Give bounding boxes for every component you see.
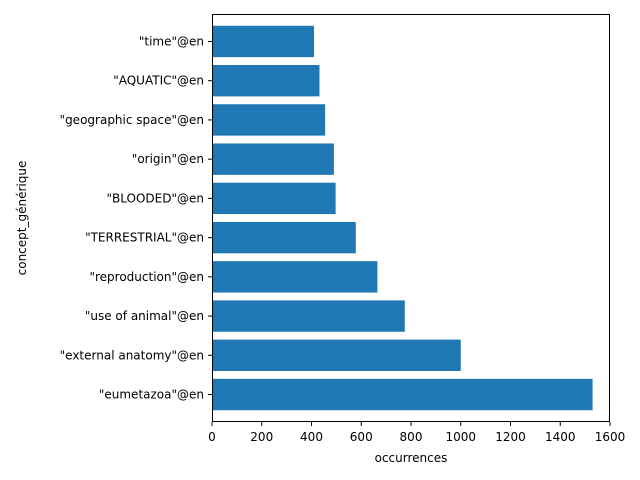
y-axis-label: concept_générique (15, 161, 29, 276)
x-tick-label: 400 (300, 430, 323, 444)
y-tick-label: "use of animal"@en (85, 309, 204, 323)
x-tick-label: 800 (400, 430, 423, 444)
bar (212, 65, 320, 97)
y-tick-label: "eumetazoa"@en (99, 388, 204, 402)
bar (212, 25, 314, 58)
plot-frame (212, 14, 610, 422)
bars-group (212, 25, 593, 411)
x-tick-group: 0 200 400 600 800 1000 1200 1400 1600 (208, 422, 625, 444)
bar (212, 261, 378, 293)
x-tick-label: 200 (250, 430, 273, 444)
y-tick-label: "TERRESTRIAL"@en (85, 231, 204, 245)
x-tick-label: 1200 (495, 430, 526, 444)
bar (212, 104, 326, 136)
x-tick-label: 1000 (445, 430, 476, 444)
bar (212, 378, 593, 411)
y-tick-label: "origin"@en (132, 152, 204, 166)
x-tick-label: 1400 (545, 430, 576, 444)
y-tick-label: "external anatomy"@en (60, 348, 204, 362)
bar (212, 143, 334, 175)
y-tick-label: "AQUATIC"@en (113, 74, 204, 88)
x-tick-label: 1600 (595, 430, 626, 444)
y-tick-label: "time"@en (139, 34, 204, 48)
bar (212, 221, 356, 254)
bar (212, 182, 336, 215)
y-tick-label: "geographic space"@en (60, 113, 204, 127)
x-tick-label: 600 (350, 430, 373, 444)
bar (212, 300, 405, 332)
bar (212, 339, 461, 371)
y-tick-label: "BLOODED"@en (107, 191, 204, 205)
y-tick-label: "reproduction"@en (89, 270, 204, 284)
x-tick-label: 0 (208, 430, 216, 444)
x-axis-label: occurrences (375, 451, 448, 465)
y-tick-group: "eumetazoa"@en "external anatomy"@en "use … (60, 34, 212, 402)
